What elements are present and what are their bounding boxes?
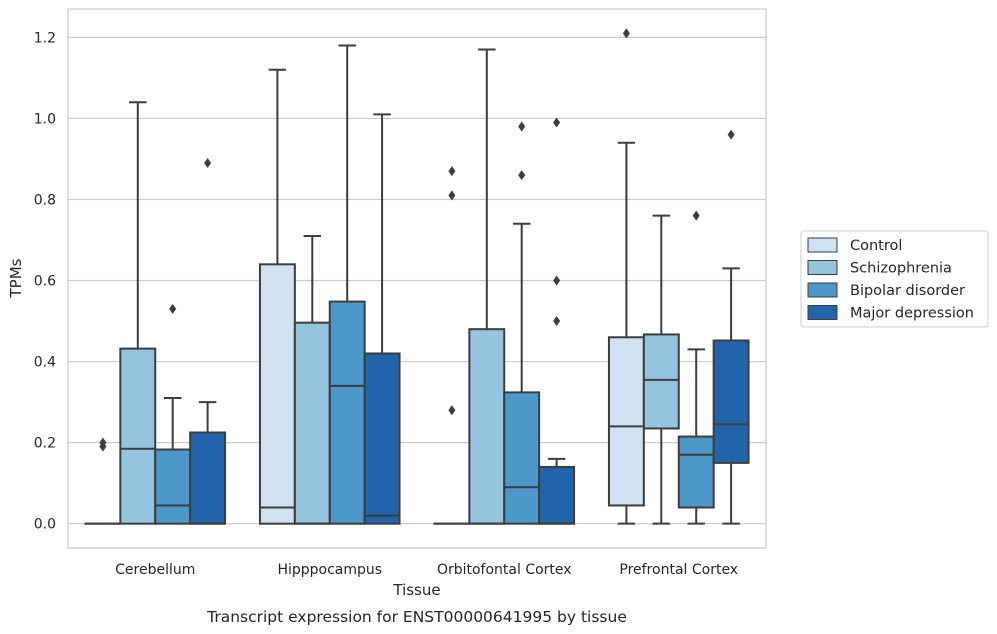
box-iqr xyxy=(119,347,157,525)
box-iqr xyxy=(189,431,227,525)
x-tick-label: Cerebellum xyxy=(115,562,195,578)
box-iqr xyxy=(468,328,506,525)
outlier-point xyxy=(448,166,456,177)
x-tick-label: Prefrontal Cortex xyxy=(619,562,738,578)
box-iqr xyxy=(363,352,401,525)
box-iqr xyxy=(607,336,645,507)
grid-lines xyxy=(68,36,766,525)
box-iqr xyxy=(677,435,715,509)
box-bipolar-disorder xyxy=(154,303,192,525)
x-tick-labels: Cerebellum Hipppocampus Orbitofontal Corte… xyxy=(115,562,738,578)
box-major-depression xyxy=(538,117,576,525)
box-iqr xyxy=(328,300,366,525)
y-tick-label: 1.2 xyxy=(34,30,56,46)
legend-label: Bipolar disorder xyxy=(850,283,965,299)
y-axis-label: TPMs xyxy=(7,258,25,298)
legend-label: Control xyxy=(850,238,902,254)
legend-swatch xyxy=(807,237,838,253)
box-major-depression xyxy=(189,158,227,525)
y-tick-label: 0.6 xyxy=(34,274,56,290)
plot-frame xyxy=(67,8,767,549)
outlier-point xyxy=(204,158,212,168)
box-iqr xyxy=(293,321,331,525)
outlier-point xyxy=(727,129,735,140)
y-tick-label: 0.2 xyxy=(34,436,56,452)
box-schizophrenia xyxy=(293,234,331,525)
outlier-point xyxy=(553,117,561,128)
box-schizophrenia xyxy=(642,214,680,525)
y-tick-label: 0.4 xyxy=(34,355,56,371)
x-axis-label: Tissue xyxy=(392,581,440,599)
outlier-point xyxy=(448,405,456,416)
legend-label: Schizophrenia xyxy=(850,261,952,277)
box-control xyxy=(433,166,471,525)
box-iqr xyxy=(154,448,192,525)
legend-swatch xyxy=(807,305,838,320)
outlier-point xyxy=(518,170,526,181)
y-tick-label: 0.0 xyxy=(34,517,56,533)
legend: Control Schizophrenia Bipolar disorder Majo… xyxy=(800,230,989,328)
outlier-point xyxy=(622,28,630,39)
legend-swatch xyxy=(807,260,838,275)
y-tick-label: 1.0 xyxy=(34,111,56,127)
box-major-depression xyxy=(363,113,401,525)
box-control xyxy=(258,68,296,525)
outlier-point xyxy=(553,316,561,327)
y-tick-label: 0.8 xyxy=(34,192,56,208)
outlier-point xyxy=(553,275,561,286)
legend-frame xyxy=(800,230,989,328)
box-iqr xyxy=(642,333,680,430)
x-tick-label: Orbitofontal Cortex xyxy=(437,562,572,578)
box-iqr xyxy=(258,263,296,525)
box-bipolar-disorder xyxy=(677,210,715,525)
box-iqr xyxy=(503,391,541,525)
y-tick-labels: 0.0 0.2 0.4 0.6 0.8 1.0 1.2 xyxy=(34,30,56,532)
box-major-depression xyxy=(712,129,750,525)
box-schizophrenia xyxy=(119,101,157,525)
box-plot-marks xyxy=(84,28,750,525)
legend-label: Major depression xyxy=(850,306,974,322)
box-iqr xyxy=(712,339,750,464)
outlier-point xyxy=(692,210,700,221)
box-bipolar-disorder xyxy=(328,44,366,525)
box-schizophrenia xyxy=(468,48,506,525)
outlier-point xyxy=(169,303,177,314)
box-control xyxy=(84,437,122,525)
outlier-point xyxy=(99,441,107,452)
x-tick-label: Hipppocampus xyxy=(277,562,382,578)
outlier-point xyxy=(448,190,456,201)
box-control xyxy=(607,28,645,525)
legend-swatch xyxy=(807,282,838,298)
chart-caption: Transcript expression for ENST0000064199… xyxy=(206,608,627,626)
box-iqr xyxy=(538,465,576,525)
outlier-point xyxy=(518,121,526,132)
box-bipolar-disorder xyxy=(503,121,541,525)
